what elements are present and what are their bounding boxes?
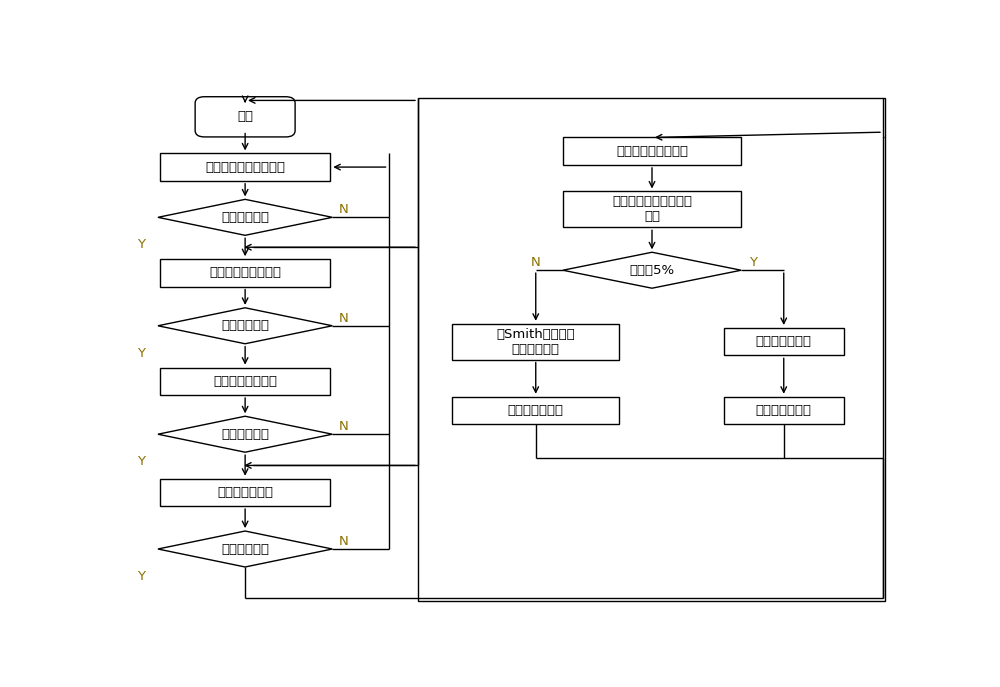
Text: 启升加速极电压: 启升加速极电压: [217, 486, 273, 499]
Text: 升至目标区域: 升至目标区域: [221, 211, 269, 224]
Bar: [724, 328, 844, 355]
Text: Y: Y: [137, 570, 145, 583]
Text: 调节储存器电流: 调节储存器电流: [508, 404, 564, 417]
Text: Y: Y: [749, 256, 757, 269]
Text: 调节加速极电压: 调节加速极电压: [756, 404, 812, 417]
Text: 开始: 开始: [237, 111, 253, 124]
Text: 计算中子产额与目标值
偏差: 计算中子产额与目标值 偏差: [612, 195, 692, 223]
Bar: [452, 324, 619, 359]
Text: N: N: [531, 256, 541, 269]
Bar: [418, 98, 885, 601]
Text: N: N: [339, 312, 348, 325]
FancyBboxPatch shape: [195, 97, 295, 137]
Text: Y: Y: [137, 238, 145, 251]
Text: 升至目标区域: 升至目标区域: [221, 543, 269, 556]
Bar: [160, 153, 330, 181]
Text: Y: Y: [137, 347, 145, 360]
Bar: [452, 396, 619, 424]
Bar: [563, 137, 741, 165]
Polygon shape: [158, 199, 332, 236]
Bar: [724, 396, 844, 424]
Text: Y: Y: [137, 455, 145, 469]
Bar: [160, 259, 330, 286]
Text: N: N: [339, 535, 348, 548]
Bar: [160, 368, 330, 395]
Text: 带Smith预估器的
串级控制方案: 带Smith预估器的 串级控制方案: [496, 328, 575, 356]
Text: 启升并调节离子源电压: 启升并调节离子源电压: [205, 161, 285, 174]
Text: N: N: [339, 203, 348, 216]
Text: N: N: [339, 420, 348, 433]
Text: 查验离子源电流值: 查验离子源电流值: [213, 375, 277, 388]
Polygon shape: [158, 416, 332, 452]
Bar: [160, 479, 330, 506]
Text: 启升并调节储器电流: 启升并调节储器电流: [209, 267, 281, 280]
Polygon shape: [158, 308, 332, 344]
Polygon shape: [158, 531, 332, 567]
Text: 采集中子探测器数值: 采集中子探测器数值: [616, 145, 688, 158]
Text: 偏差＞5%: 偏差＞5%: [629, 264, 675, 277]
Text: 升至目标区域: 升至目标区域: [221, 319, 269, 333]
Text: 稳定于目标值: 稳定于目标值: [221, 428, 269, 441]
Bar: [563, 192, 741, 227]
Text: 单回路调节方案: 单回路调节方案: [756, 335, 812, 348]
Polygon shape: [563, 252, 741, 289]
